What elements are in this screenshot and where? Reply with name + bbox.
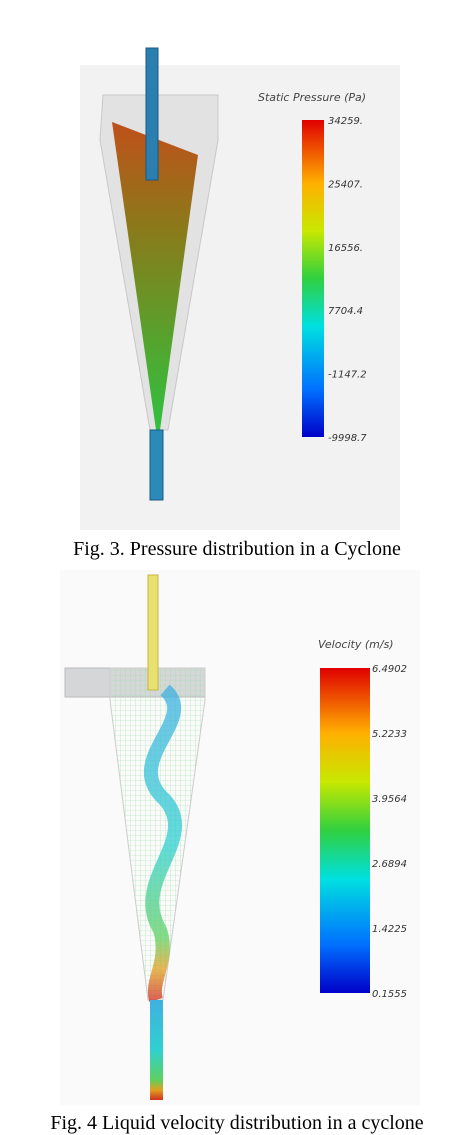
colorbar-label: 25407. — [328, 179, 363, 190]
colorbar-label: 0.1555 — [372, 989, 407, 1000]
underflow-outlet — [149, 429, 164, 501]
colorbar-label: -1147.2 — [328, 370, 367, 381]
colorbar — [320, 668, 370, 993]
vortex-finder — [147, 574, 159, 691]
colorbar — [302, 120, 324, 437]
colorbar-label: 1.4225 — [372, 924, 407, 935]
colorbar-label: 34259. — [328, 116, 363, 127]
colorbar-label: 3.9564 — [372, 794, 407, 805]
colorbar-label: 16556. — [328, 243, 363, 254]
pressure-plane — [112, 122, 198, 430]
vortex-finder — [145, 47, 159, 181]
figure-caption: Fig. 3. Pressure distribution in a Cyclo… — [73, 538, 401, 560]
colorbar-title: Static Pressure (Pa) — [258, 91, 366, 104]
colorbar-labels: 34259. 25407. 16556. 7704.4 -1147.2 -9998.7 — [328, 116, 367, 444]
colorbar-label: 7704.4 — [328, 306, 363, 317]
colorbar-title: Velocity (m/s) — [318, 638, 394, 651]
colorbar-label: -9998.7 — [328, 433, 367, 444]
colorbar-label: 5.2233 — [372, 729, 407, 740]
colorbar-label: 6.4902 — [372, 664, 407, 675]
velocity-vectors — [143, 684, 183, 1003]
figure-caption: Fig. 4 Liquid velocity distribution in a… — [50, 1112, 423, 1134]
colorbar-labels: 6.4902 5.2233 3.9564 2.6894 1.4225 0.1555 — [372, 664, 407, 1000]
colorbar-label: 2.6894 — [372, 859, 407, 870]
underflow-outlet — [150, 1000, 163, 1100]
